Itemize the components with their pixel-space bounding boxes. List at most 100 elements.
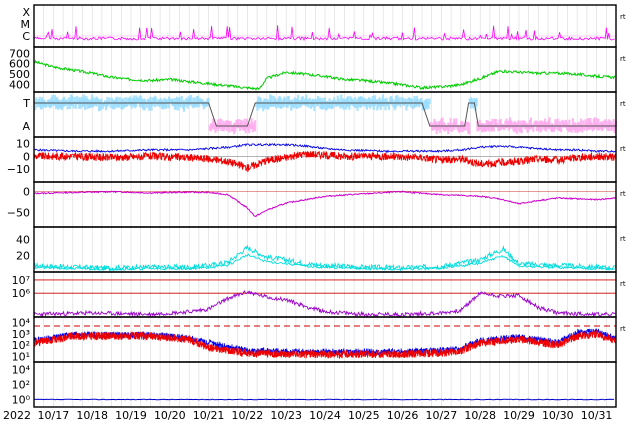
polarity-mark (85, 95, 88, 106)
polarity-mark (150, 100, 153, 111)
polarity-mark (37, 99, 40, 105)
polarity-mark (143, 98, 146, 111)
polarity-mark (611, 124, 614, 129)
polarity-mark (271, 101, 274, 107)
polarity-mark (137, 97, 140, 104)
polarity-mark (582, 120, 585, 129)
polarity-mark (209, 123, 212, 132)
polarity-mark (299, 100, 302, 108)
polarity-mark (270, 95, 273, 108)
polarity-mark (54, 98, 58, 109)
polarity-mark (98, 99, 101, 112)
polarity-mark (429, 122, 432, 127)
polarity-mark (75, 95, 79, 105)
polarity-mark (181, 103, 185, 109)
polarity-mark (496, 123, 499, 128)
polarity-mark (492, 124, 495, 132)
panel-tag: rt (620, 190, 626, 198)
y-tick-label: 10⁰ (12, 394, 31, 407)
polarity-mark (52, 100, 55, 105)
polarity-mark (482, 124, 485, 132)
polarity-mark (110, 97, 114, 104)
polarity-mark (382, 94, 385, 107)
polarity-mark (321, 97, 324, 110)
polarity-mark (173, 98, 176, 110)
polarity-mark (462, 123, 465, 130)
polarity-mark (171, 98, 174, 107)
y-tick-label: 0 (23, 185, 30, 198)
y-tick-label: X (22, 6, 30, 19)
polarity-mark (272, 95, 275, 107)
polarity-mark (553, 125, 556, 132)
polarity-mark (413, 96, 416, 108)
polarity-mark (144, 100, 147, 105)
polarity-mark (210, 123, 214, 130)
polarity-mark (236, 119, 239, 129)
panel-tag: rt (620, 235, 626, 243)
polarity-mark (439, 120, 442, 133)
polarity-mark (472, 101, 475, 109)
polarity-mark (355, 102, 358, 109)
polarity-mark (449, 118, 452, 128)
polarity-mark (564, 119, 567, 128)
polarity-mark (356, 99, 359, 111)
polarity-mark (460, 121, 463, 129)
polarity-mark (375, 100, 378, 105)
proton-series (33, 290, 617, 318)
y-tick-label: 10¹ (12, 350, 30, 363)
polarity-mark (256, 100, 259, 111)
polarity-mark (278, 95, 281, 106)
frame-layer (33, 4, 617, 408)
polarity-mark (498, 119, 501, 131)
polarity-mark (101, 102, 104, 110)
polarity-mark (213, 119, 216, 131)
polarity-mark (366, 98, 370, 105)
polarity-mark (528, 119, 531, 130)
polarity-mark (358, 96, 361, 107)
polarity-mark (484, 125, 487, 132)
polarity-mark (377, 100, 380, 108)
polarity-mark (221, 124, 224, 131)
polarity-mark (475, 98, 478, 107)
polarity-mark (77, 99, 80, 105)
polarity-mark (521, 120, 524, 128)
polarity-mark (63, 96, 66, 107)
polarity-mark (592, 118, 595, 131)
polarity-mark (294, 99, 297, 108)
polarity-mark (195, 96, 198, 108)
polarity-mark (234, 122, 237, 132)
polarity-mark (39, 100, 43, 110)
polarity-mark (331, 100, 335, 108)
polarity-mark (517, 120, 520, 127)
polarity-mark (205, 101, 208, 107)
polarity-mark (200, 99, 203, 105)
polarity-mark (392, 103, 395, 108)
polarity-mark (534, 120, 537, 126)
x-tick-label: 10/31 (581, 409, 613, 422)
polarity-mark (458, 125, 462, 132)
polarity-mark (186, 99, 189, 109)
polarity-mark (499, 118, 502, 131)
polarity-mark (188, 97, 192, 106)
x-tick-label: 10/23 (270, 409, 302, 422)
polarity-mark (400, 97, 403, 104)
polarity-mark (551, 124, 555, 131)
polarity-mark (243, 118, 246, 131)
polarity-mark (167, 96, 171, 109)
polarity-mark (114, 98, 117, 106)
y-tick-label: A (22, 120, 30, 133)
polarity-mark (100, 98, 103, 106)
polarity-mark (441, 117, 444, 129)
polarity-mark (84, 99, 87, 111)
polarity-mark (570, 124, 573, 133)
polarity-mark (45, 102, 48, 108)
polarity-mark (373, 95, 377, 106)
polarity-mark (511, 122, 514, 129)
polarity-mark (131, 97, 134, 106)
x-tick-label: 10/17 (38, 409, 70, 422)
polarity-mark (165, 100, 168, 109)
polarity-mark (290, 100, 293, 111)
polarity-mark (73, 97, 76, 104)
polarity-mark (169, 98, 172, 103)
polarity-mark (560, 124, 563, 133)
